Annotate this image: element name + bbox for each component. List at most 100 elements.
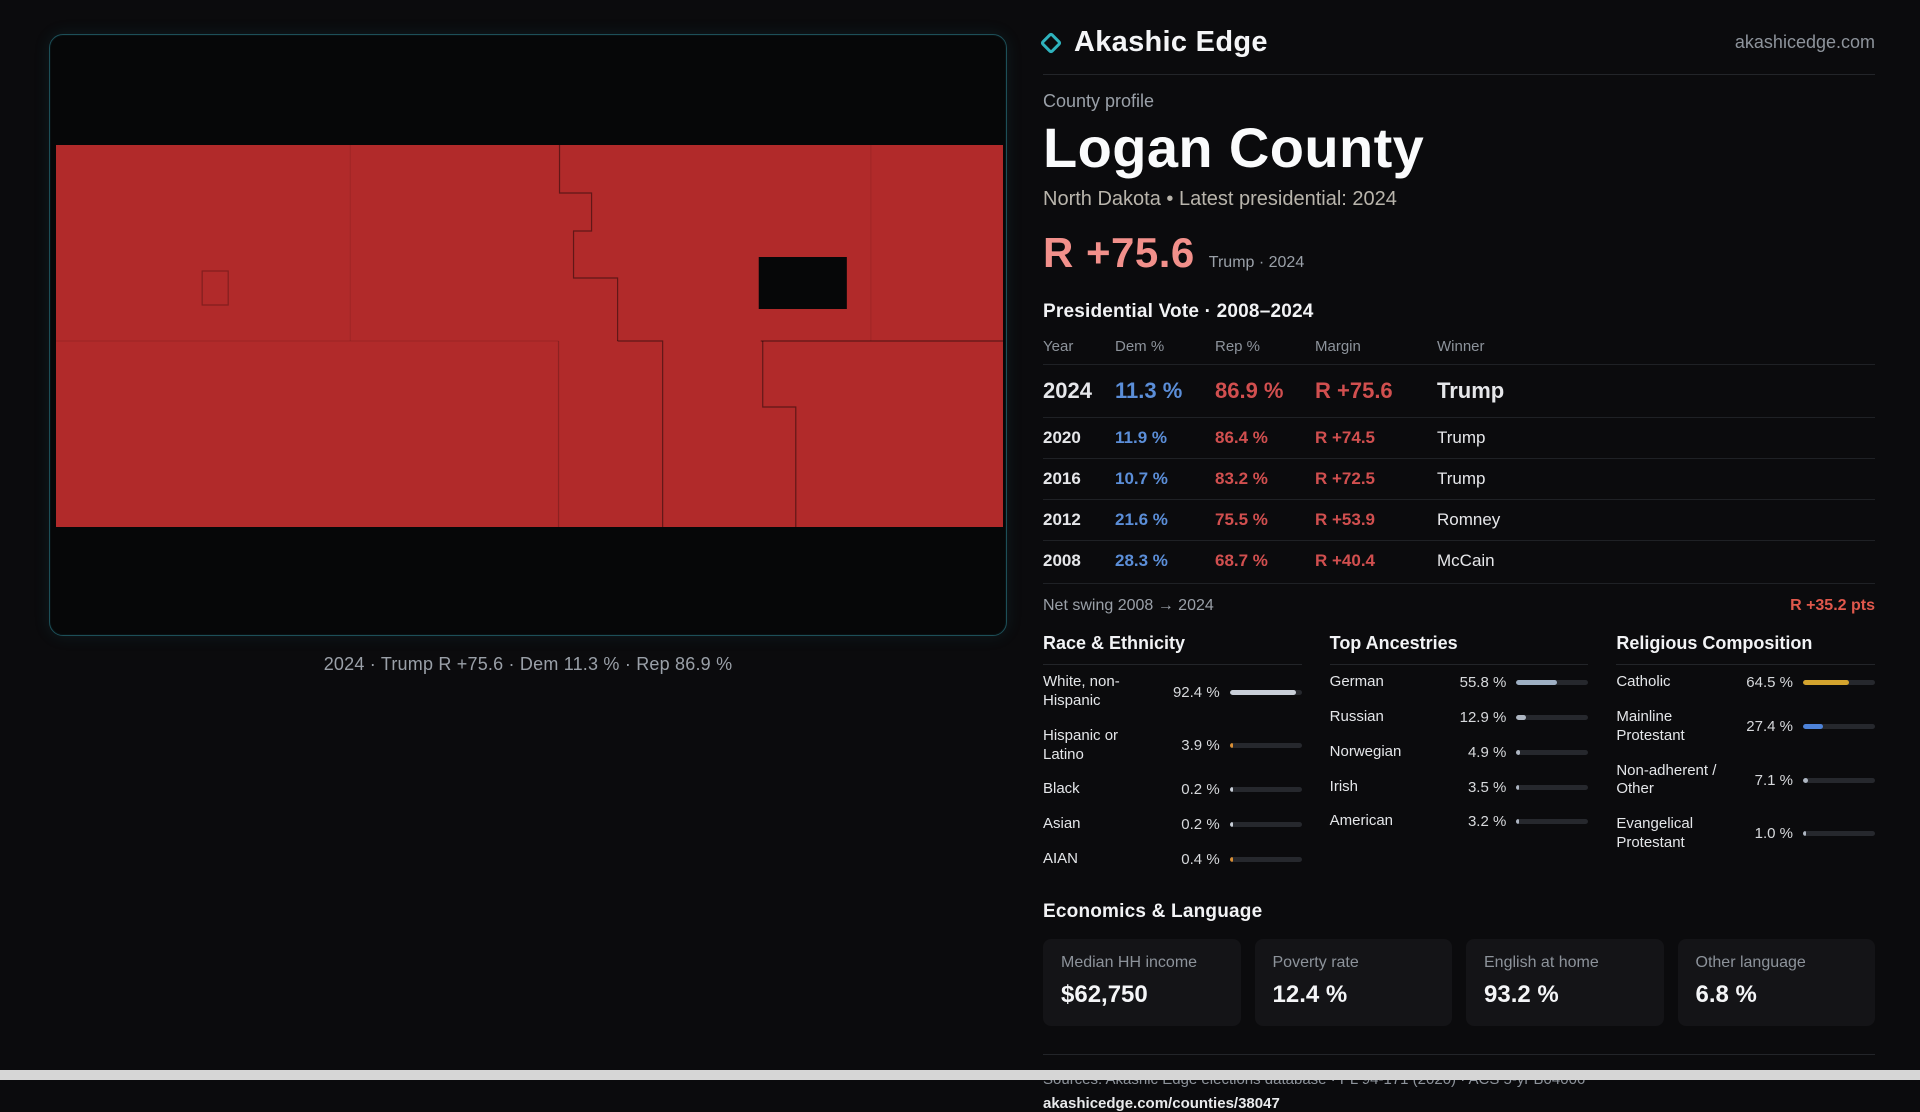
demo-row: Norwegian 4.9 % xyxy=(1330,735,1589,770)
no-data-township xyxy=(758,257,847,309)
econ-stat-value: $62,750 xyxy=(1061,980,1148,1008)
demo-row: German 55.8 % xyxy=(1330,665,1589,700)
vote-column-header: Year xyxy=(1043,338,1074,356)
demo-row: AIAN 0.4 % xyxy=(1043,842,1302,877)
demo-bar-fill xyxy=(1229,787,1233,793)
vote-dem-pct: 11.3 % xyxy=(1115,378,1183,404)
demo-label: Russian xyxy=(1329,708,1384,726)
demo-row: Catholic 64.5 % xyxy=(1616,665,1875,700)
demo-value: 55.8 % xyxy=(1459,674,1507,692)
bottom-scrollbar-strip xyxy=(0,1070,1920,1080)
vote-table-header-row: Year Dem % Rep % Margin Winner xyxy=(1043,338,1875,364)
demo-bar xyxy=(1229,743,1302,749)
demo-row: Evangelical Protestant 1.0 % xyxy=(1616,807,1875,861)
demo-bar xyxy=(1516,819,1589,825)
demo-section-race: Race & Ethnicity White, non-Hispanic 92.4 … xyxy=(1043,633,1302,876)
demo-value: 27.4 % xyxy=(1746,718,1793,736)
vote-year: 2008 xyxy=(1043,551,1081,571)
county-profile-panel: Akashic Edge akashicedge.com County prof… xyxy=(1039,26,1875,1112)
demo-bar-fill xyxy=(1802,777,1809,783)
demo-label: AIAN xyxy=(1043,849,1079,867)
net-swing-value: R +35.2 pts xyxy=(1790,597,1875,615)
brand: Akashic Edge xyxy=(1039,26,1268,59)
demo-label: American xyxy=(1329,812,1394,830)
small-township-outline xyxy=(201,270,229,306)
demo-bar-fill xyxy=(1802,831,1806,837)
vote-winner: Trump xyxy=(1437,428,1486,448)
vote-column-header: Winner xyxy=(1437,338,1485,356)
demographics-grid: Race & Ethnicity White, non-Hispanic 92.4 … xyxy=(1043,633,1875,876)
demo-row: Russian 12.9 % xyxy=(1330,700,1589,735)
vote-table-heading: Presidential Vote · 2008–2024 xyxy=(1043,301,1314,323)
econ-stat-value: 93.2 % xyxy=(1484,980,1559,1008)
vote-column-header: Dem % xyxy=(1115,338,1165,356)
demo-label: White, non-Hispanic xyxy=(1043,673,1120,710)
economics-heading: Economics & Language xyxy=(1043,900,1263,922)
demo-bar xyxy=(1802,831,1875,837)
vote-rep-pct: 86.4 % xyxy=(1215,428,1268,448)
vote-winner: McCain xyxy=(1437,551,1495,571)
demo-label: German xyxy=(1329,673,1384,691)
demo-bar xyxy=(1516,680,1589,686)
demo-row: Hispanic or Latino 3.9 % xyxy=(1043,719,1302,773)
county-map xyxy=(56,145,1003,527)
econ-stat-label: Median HH income xyxy=(1061,953,1198,971)
vote-margin: R +72.5 xyxy=(1315,469,1376,489)
county-profile-eyebrow: County profile xyxy=(1043,91,1155,111)
vote-row-2008: 2008 28.3 % 68.7 % R +40.4 McCain xyxy=(1043,540,1875,581)
econ-stat-value: 6.8 % xyxy=(1695,980,1757,1008)
demo-row: Non-adherent / Other 7.1 % xyxy=(1616,754,1875,808)
demo-row: Mainline Protestant 27.4 % xyxy=(1616,700,1875,754)
demo-value: 7.1 % xyxy=(1754,771,1793,789)
economics-grid: Median HH income $62,750 Poverty rate 12.4 … xyxy=(1043,938,1875,1026)
latest-margin-line: R +75.6 Trump · 2024 xyxy=(1043,229,1875,277)
vote-rep-pct: 68.7 % xyxy=(1215,551,1268,571)
demo-bar-fill xyxy=(1516,715,1526,721)
permalink[interactable]: akashicedge.com/counties/38047 xyxy=(1043,1094,1280,1112)
brand-domain-link[interactable]: akashicedge.com xyxy=(1734,32,1875,52)
demo-section-heading: Religious Composition xyxy=(1616,633,1875,666)
demo-row: White, non-Hispanic 92.4 % xyxy=(1043,665,1302,719)
demo-row: Asian 0.2 % xyxy=(1043,807,1302,842)
page-footer: Sources: Akashic Edge elections database… xyxy=(1043,1053,1875,1112)
county-map-panel xyxy=(49,34,1007,636)
econ-stat-card: Median HH income $62,750 xyxy=(1043,938,1241,1026)
demo-label: Catholic xyxy=(1616,673,1671,691)
vote-year: 2012 xyxy=(1043,510,1081,530)
demo-row: Irish 3.5 % xyxy=(1330,770,1589,805)
vote-winner: Trump xyxy=(1437,378,1505,404)
brand-diamond-icon xyxy=(1039,31,1063,54)
econ-stat-card: English at home 93.2 % xyxy=(1466,938,1664,1026)
vote-row-2020: 2020 11.9 % 86.4 % R +74.5 Trump xyxy=(1043,417,1875,458)
demo-bar xyxy=(1229,856,1302,862)
demo-value: 3.9 % xyxy=(1181,737,1220,755)
demo-section-religion: Religious Composition Catholic 64.5 % Mainl… xyxy=(1616,633,1875,876)
demo-label: Asian xyxy=(1043,815,1081,833)
demo-label: Evangelical Protestant xyxy=(1616,815,1694,851)
vote-row-2016: 2016 10.7 % 83.2 % R +72.5 Trump xyxy=(1043,458,1875,499)
county-shape xyxy=(56,145,1003,527)
demo-section-heading: Top Ancestries xyxy=(1329,633,1589,666)
demo-bar xyxy=(1229,689,1302,695)
demo-bar-fill xyxy=(1229,743,1233,749)
demo-label: Non-adherent / Other xyxy=(1616,761,1717,798)
demo-bar-fill xyxy=(1802,724,1823,730)
vote-margin: R +75.6 xyxy=(1315,378,1393,404)
econ-stat-value: 12.4 % xyxy=(1272,980,1348,1008)
demo-row: American 3.2 % xyxy=(1330,804,1589,839)
vote-column-header: Margin xyxy=(1315,338,1361,356)
vote-margin: R +74.5 xyxy=(1315,428,1376,448)
vote-winner: Trump xyxy=(1437,469,1486,489)
demo-bar xyxy=(1802,777,1875,783)
vote-table: Year Dem % Rep % Margin Winner 2024 11.3 % 86.… xyxy=(1043,338,1875,615)
vote-rep-pct: 83.2 % xyxy=(1215,469,1268,489)
latest-margin-note: Trump · 2024 xyxy=(1208,254,1305,272)
vote-dem-pct: 11.9 % xyxy=(1115,428,1167,448)
demo-label: Black xyxy=(1043,780,1080,798)
demo-value: 3.5 % xyxy=(1467,778,1507,796)
vote-year: 2016 xyxy=(1043,469,1081,489)
county-subtitle: North Dakota • Latest presidential: 2024 xyxy=(1043,188,1397,211)
demo-value: 92.4 % xyxy=(1172,683,1220,701)
demo-bar xyxy=(1516,715,1589,721)
demo-row: Black 0.2 % xyxy=(1043,772,1302,807)
